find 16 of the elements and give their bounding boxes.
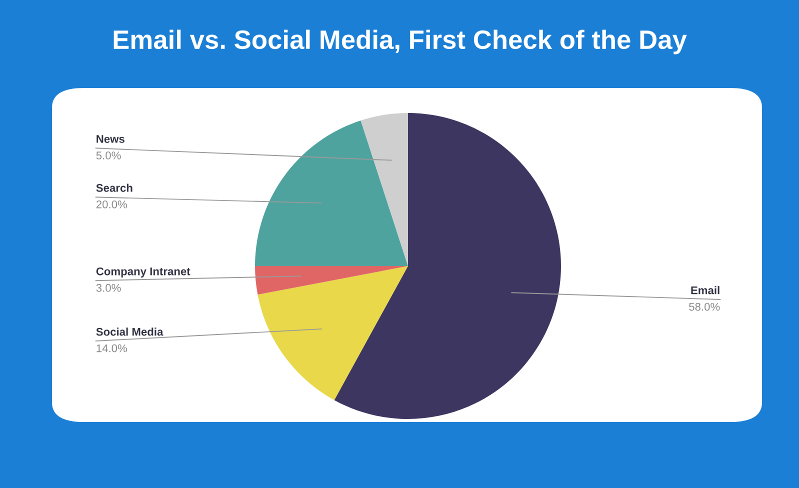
pie-slice — [255, 120, 408, 266]
slice-label: Search — [96, 184, 132, 192]
slice-label: Company Intranet — [96, 267, 190, 278]
data-label: 20.0% — [96, 200, 127, 208]
data-label: 5.0% — [96, 152, 121, 160]
pie-slice — [255, 266, 408, 295]
pie-slice — [360, 113, 408, 266]
slice-label: Email — [691, 286, 720, 294]
data-label: 3.0% — [96, 284, 121, 292]
pie-slice — [258, 266, 408, 400]
slice-label: News — [96, 135, 124, 143]
data-label: 14.0% — [96, 344, 127, 352]
pie-slice — [334, 113, 561, 419]
data-label: 58.0% — [689, 302, 720, 311]
chart-title: Email vs. Social Media, First Check of the Day — [114, 30, 687, 54]
slice-label: Social Media — [96, 328, 164, 336]
